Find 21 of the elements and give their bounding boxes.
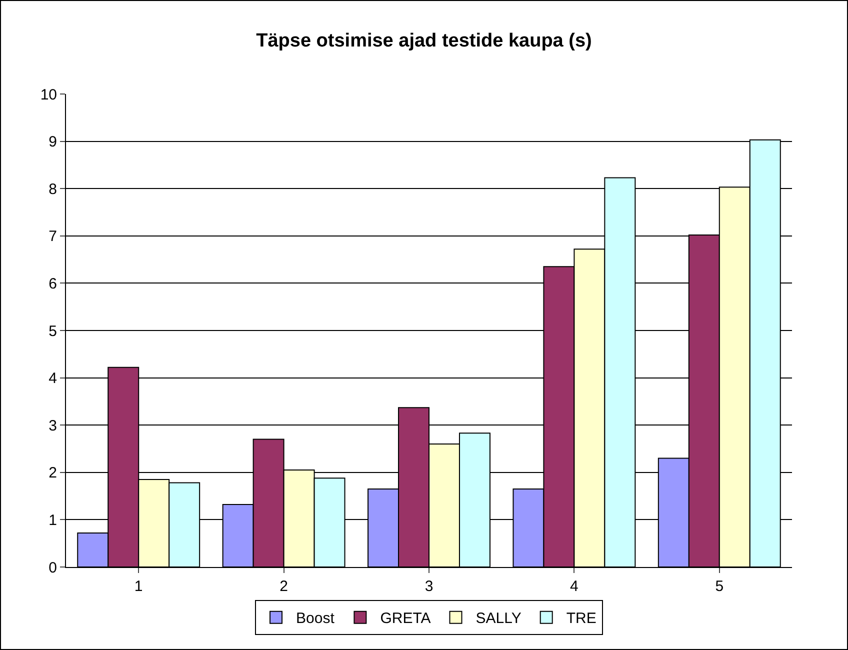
y-tick-label: 3 [48,417,57,434]
x-tick-label: 5 [715,578,724,595]
y-tick-label: 10 [40,86,57,104]
x-tick-label: 1 [134,578,143,595]
legend-label: SALLY [476,610,522,628]
legend-label: Boost [296,610,336,628]
y-tick-label: 2 [48,464,57,482]
y-tick-label: 1 [48,512,57,529]
y-tick-label: 0 [48,559,57,576]
y-tick-label: 6 [48,275,57,292]
legend-label: GRETA [380,610,431,628]
y-tick-label: 5 [48,322,57,340]
x-tick-label: 2 [280,578,288,595]
chart-title: Täpse otsimise ajad testide kaupa (s) [256,30,592,52]
y-tick-label: 4 [48,370,57,388]
y-tick-label: 7 [48,228,57,246]
legend-label: TRE [566,610,596,628]
x-tick-label: 3 [424,578,434,595]
y-tick-label: 8 [48,180,57,198]
y-tick-label: 9 [48,134,57,151]
x-tick-label: 4 [570,578,578,595]
